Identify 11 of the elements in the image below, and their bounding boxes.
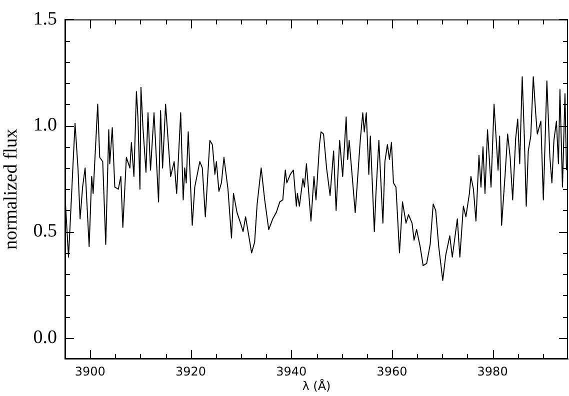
y-axis-title: normalized flux (0, 128, 22, 250)
x-tick-label: 3900 (74, 364, 106, 378)
y-tick-label: 0.5 (33, 220, 57, 242)
x-tick-label: 3980 (477, 364, 508, 378)
y-tick-label: 0.0 (33, 326, 57, 348)
y-tick-label: 1.5 (33, 8, 57, 30)
x-tick-label: 3940 (276, 364, 307, 378)
x-tick-label: 3920 (175, 364, 206, 378)
x-axis-title: λ (Å) (302, 378, 331, 393)
y-tick-label: 1.0 (33, 114, 57, 136)
x-tick-label: 3960 (376, 364, 408, 378)
